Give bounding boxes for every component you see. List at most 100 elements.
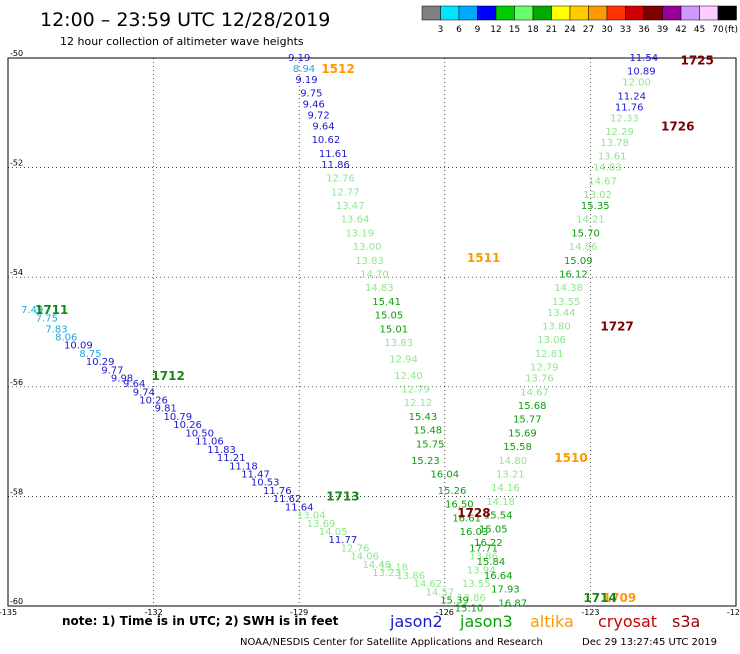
colorbar-tick-label: 30 (601, 25, 613, 35)
legend-s3a: s3a (672, 612, 700, 631)
wave-height-label: 15.77 (513, 415, 542, 426)
wave-height-label: 15.43 (409, 412, 438, 423)
legend-altika: altika (530, 612, 574, 631)
wave-height-label: 11.24 (617, 91, 646, 102)
wave-height-label: 15.05 (375, 311, 404, 322)
wave-height-label: 14.38 (554, 283, 583, 294)
wave-height-label: 13.83 (384, 338, 413, 349)
satellite-legend: jason2 jason3 altika cryosat s3a (389, 612, 700, 631)
wave-height-label: 13.44 (547, 308, 576, 319)
wave-height-label: 13.06 (537, 335, 566, 346)
wave-height-label: 13.64 (341, 215, 370, 226)
wave-height-label: 12.40 (394, 371, 423, 382)
wave-height-label: 13.80 (542, 322, 571, 333)
wave-height-label: 13.02 (583, 190, 612, 201)
colorbar-swatch (532, 5, 552, 21)
colorbar-swatch (440, 5, 460, 21)
wave-height-label: 9.74 (133, 387, 155, 398)
wave-height-label: 15.69 (508, 428, 537, 439)
wave-height-label: 10.53 (251, 478, 280, 489)
colorbar-unit-label: (ft) (725, 25, 739, 35)
wave-height-label: 11.47 (241, 469, 270, 480)
plot-frame (7, 57, 737, 607)
wave-height-label: 12.94 (389, 354, 418, 365)
wave-height-label: 9.64 (123, 379, 145, 390)
wave-height-label: 12.79 (530, 363, 559, 374)
legend-cryosat: cryosat (598, 612, 657, 631)
timestamp-text: Dec 29 13:27:45 UTC 2019 (582, 637, 717, 648)
colorbar-swatch (421, 5, 441, 21)
wave-height-label: 9.72 (307, 111, 329, 122)
time-tag-label: 1512 (321, 62, 354, 76)
colorbar-tick-label: 39 (657, 25, 669, 35)
colorbar-tick-label: 9 (475, 25, 481, 35)
wave-height-label: 15.01 (380, 324, 409, 335)
wave-height-label: 10.09 (64, 341, 93, 352)
wave-height-label: 11.86 (321, 160, 350, 171)
time-tag-label: 1511 (467, 251, 500, 265)
wave-height-label: 13.86 (397, 571, 426, 582)
colorbar-swatch (606, 5, 626, 21)
colorbar-swatch (662, 5, 682, 21)
wave-height-label: 14.57 (426, 587, 455, 598)
wave-height-label: 12.33 (610, 113, 639, 124)
wave-height-label: 12.81 (535, 349, 564, 360)
colorbar-tick-label: 70 (712, 25, 724, 35)
wave-height-label: 13.23 (372, 568, 401, 579)
wave-height-label: 14.18 (486, 497, 515, 508)
y-tick-label: -56 (10, 378, 23, 387)
wave-height-label: 12.76 (341, 543, 370, 554)
wave-height-label: 8.94 (293, 64, 315, 75)
wave-height-label: 15.09 (564, 256, 593, 267)
time-tag-label: 1726 (661, 120, 694, 134)
wave-height-label: 11.76 (263, 486, 292, 497)
wave-height-label: 13.47 (336, 201, 365, 212)
wave-height-label: 10.89 (627, 67, 656, 78)
wave-height-label: 12.12 (404, 398, 433, 409)
x-tick-label: -120 (727, 608, 740, 617)
wave-height-label: 9.77 (101, 365, 123, 376)
wave-height-label: 9.75 (300, 89, 322, 100)
wave-height-label: 13.94 (467, 565, 496, 576)
wave-height-label: 11.06 (195, 437, 224, 448)
time-tag-label: 1713 (326, 489, 359, 503)
wave-height-label: 13.19 (346, 228, 375, 239)
wave-height-label: 13.18 (380, 563, 409, 574)
colorbar-tick-label: 36 (638, 25, 650, 35)
time-tags: 1512 1511 1510 1709 1711 1712 1713 1714 1725 1726… (35, 54, 714, 605)
wave-height-label: 9.64 (312, 122, 334, 133)
chart-title: 12:00 – 23:59 UTC 12/28/2019 (40, 9, 330, 31)
wave-height-label: 15.54 (484, 511, 513, 522)
wave-height-label: 17.71 (469, 543, 498, 554)
time-tag-label: 1727 (600, 320, 633, 334)
y-tick-label: -58 (10, 487, 23, 496)
colorbar-tick-label: 6 (456, 25, 462, 35)
colorbar-tick-label: 18 (527, 25, 539, 35)
wave-height-label: 8.06 (55, 332, 77, 343)
colorbar-tick-label: 42 (675, 25, 686, 35)
y-tick-label: -50 (10, 49, 23, 58)
wave-height-label: 16.61 (452, 513, 481, 524)
wave-height-label: 10.50 (185, 428, 214, 439)
wave-height-label: 13.21 (496, 469, 525, 480)
wave-height-label: 11.21 (217, 453, 246, 464)
wave-height-label: 14.16 (491, 483, 520, 494)
wave-height-label: 14.80 (498, 456, 527, 467)
wave-height-label: 11.62 (273, 494, 302, 505)
colorbar-tick-label: 15 (509, 25, 520, 35)
wave-height-label: 14.06 (350, 552, 379, 563)
wave-height-label: 12.00 (622, 78, 651, 89)
time-tag-label: 1510 (554, 451, 587, 465)
wave-height-label: 15.84 (477, 557, 506, 568)
wave-height-label: 16.50 (445, 500, 474, 511)
time-tag-label: 1714 (583, 591, 616, 605)
colorbar-swatch (699, 5, 719, 21)
wave-height-label: 8.75 (79, 349, 101, 360)
colorbar-swatch (477, 5, 497, 21)
colorbar-swatch (643, 5, 663, 21)
wave-height-label: 16.87 (498, 598, 527, 609)
credit-text: NOAA/NESDIS Center for Satellite Applica… (240, 637, 543, 648)
wave-height-label: 15.70 (571, 228, 600, 239)
wave-height-label: 10.62 (312, 135, 341, 146)
